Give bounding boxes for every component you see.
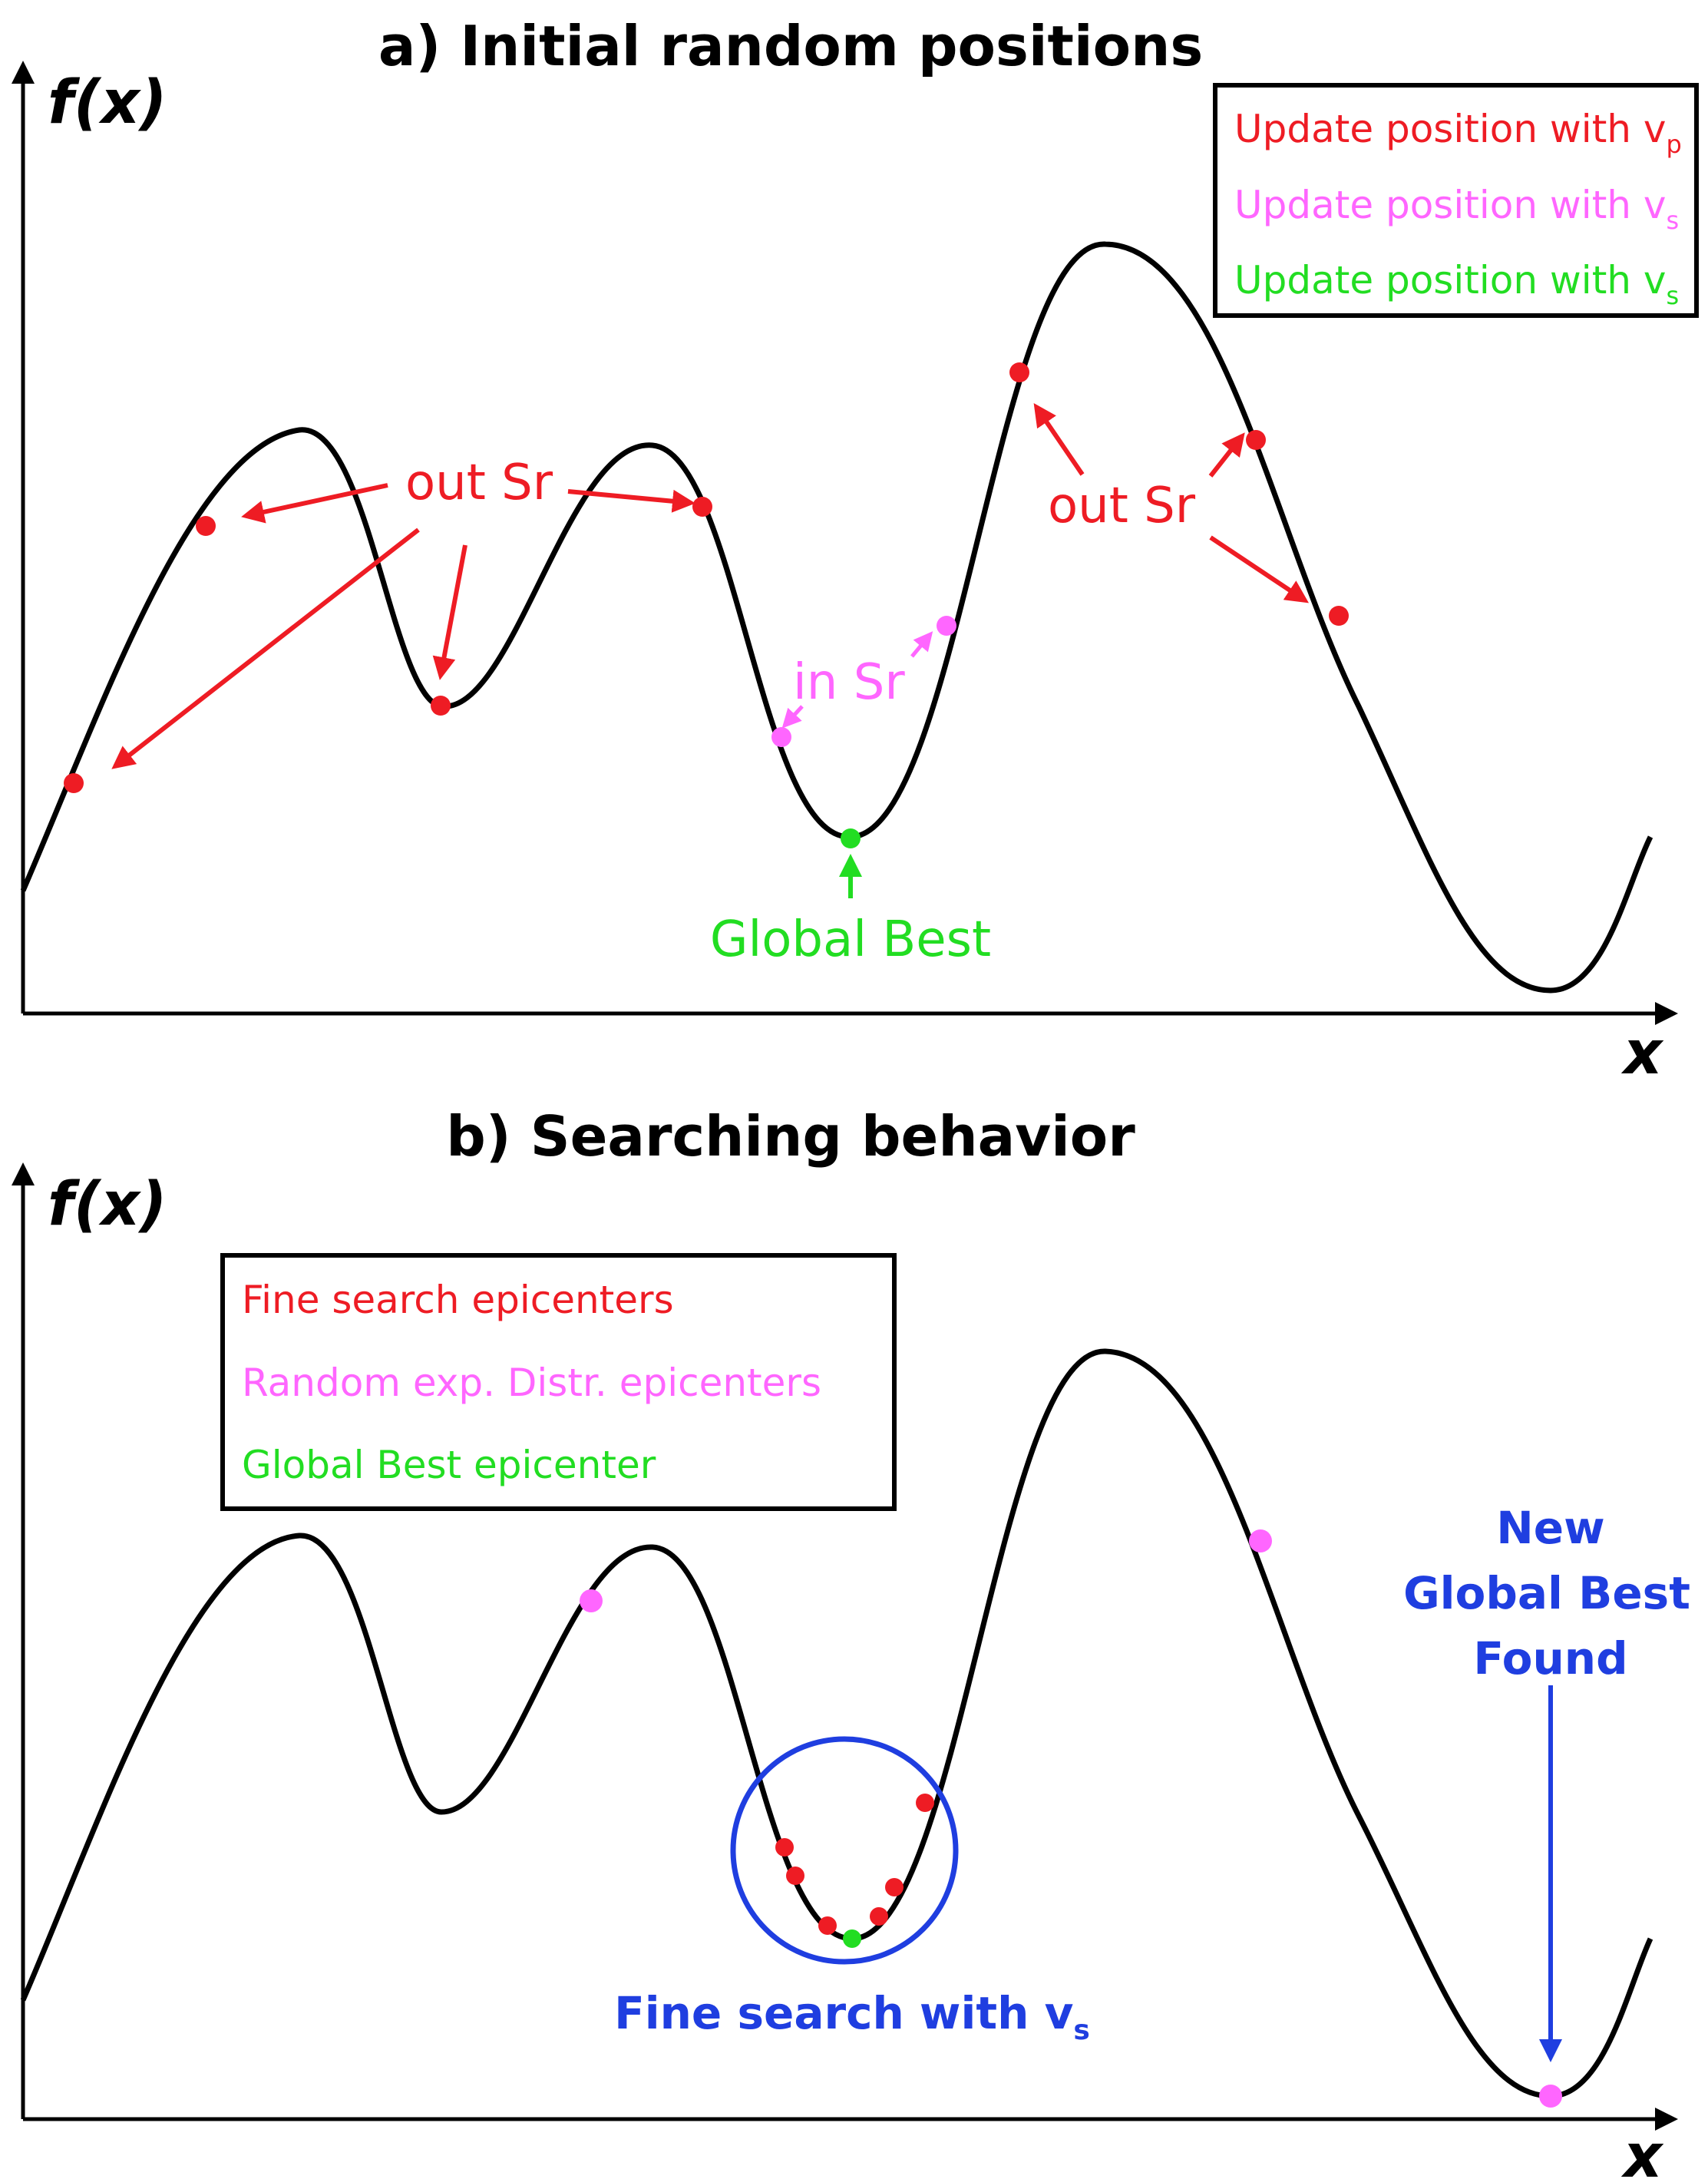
panel-b-legend-item-2: Random exp. Distr. epicenters [242, 1361, 821, 1405]
panel-a-legend-box [1213, 83, 1699, 318]
panel-a-particle-out-sr [196, 516, 216, 536]
panel-a-y-label: f(x) [48, 68, 167, 137]
panel-b-new-global-best-line2: Global Best [1403, 1567, 1690, 1619]
panel-b-x-label: x [1620, 2122, 1664, 2179]
panel-a-particle-out-sr [431, 696, 451, 716]
panel-b-legend-item-1: Fine search epicenters [242, 1278, 674, 1322]
panel-a-particle-global-best [841, 828, 861, 848]
panel-a-particle-out-sr [1009, 362, 1029, 382]
panel-b-title: b) Searching behavior [446, 1104, 1135, 1169]
panel-a-particle-out-sr [1329, 606, 1349, 626]
panel-a: a) Initial random positions f(x) x Updat… [11, 14, 1699, 1088]
panel-b-new-global-best-line3: Found [1473, 1632, 1627, 1685]
panel-a-out-sr-right-arrows [1033, 403, 1309, 603]
panel-a-legend: Update position with vp Update position … [1213, 83, 1699, 318]
panel-b-fine-search-epicenter [870, 1907, 888, 1926]
panel-a-out-sr-left-label: out Sr [405, 455, 553, 511]
panel-b-fine-search-epicenter [775, 1838, 794, 1857]
panel-b-random-epicenter [580, 1589, 603, 1612]
panel-b-global-best-epicenter [843, 1929, 861, 1948]
panel-a-legend-item-2: Update position with vs [1234, 183, 1679, 235]
panel-a-particle-out-sr [64, 773, 84, 793]
panel-b-legend-item-3: Global Best epicenter [242, 1443, 656, 1487]
panel-a-legend-item-3: Update position with vs [1234, 258, 1679, 310]
panel-b-fine-search-epicenter [786, 1867, 804, 1885]
panel-a-particle-in-sr [771, 727, 791, 747]
panel-a-function-curve [20, 241, 1653, 994]
panel-b-legend-box [220, 1253, 897, 1511]
panel-b-fine-search-epicenter [885, 1878, 904, 1896]
panel-a-in-sr-arrows [781, 631, 933, 729]
panel-a-global-best-label: Global Best [710, 911, 991, 968]
panel-a-x-label: x [1620, 1019, 1664, 1088]
panel-b: b) Searching behavior f(x) x Fine search… [11, 1104, 1690, 2179]
panel-a-particle-in-sr [937, 616, 956, 636]
panel-a-out-sr-right-label: out Sr [1048, 478, 1196, 534]
panel-b-fine-search-label: Fine search with vs [614, 1987, 1090, 2046]
panel-a-legend-item-1: Update position with vp [1234, 107, 1682, 159]
panel-b-new-global-best-point [1539, 2085, 1562, 2108]
panel-a-title: a) Initial random positions [378, 14, 1203, 78]
panel-a-particle-out-sr [692, 497, 712, 517]
panel-a-in-sr-label: in Sr [793, 654, 905, 711]
panel-b-fine-search-circle [730, 1736, 959, 1965]
panel-b-random-epicenter [1249, 1529, 1272, 1552]
panel-b-y-label: f(x) [48, 1170, 167, 1239]
panel-b-new-global-best-line1: New [1496, 1502, 1604, 1554]
panel-b-fine-search-epicenter [916, 1794, 934, 1812]
panel-a-out-sr-left-arrows [111, 483, 695, 769]
panel-a-particle-out-sr [1246, 430, 1266, 450]
panel-b-legend: Fine search epicenters Random exp. Distr… [220, 1253, 897, 1511]
panel-b-fine-search-epicenter [818, 1916, 837, 1935]
